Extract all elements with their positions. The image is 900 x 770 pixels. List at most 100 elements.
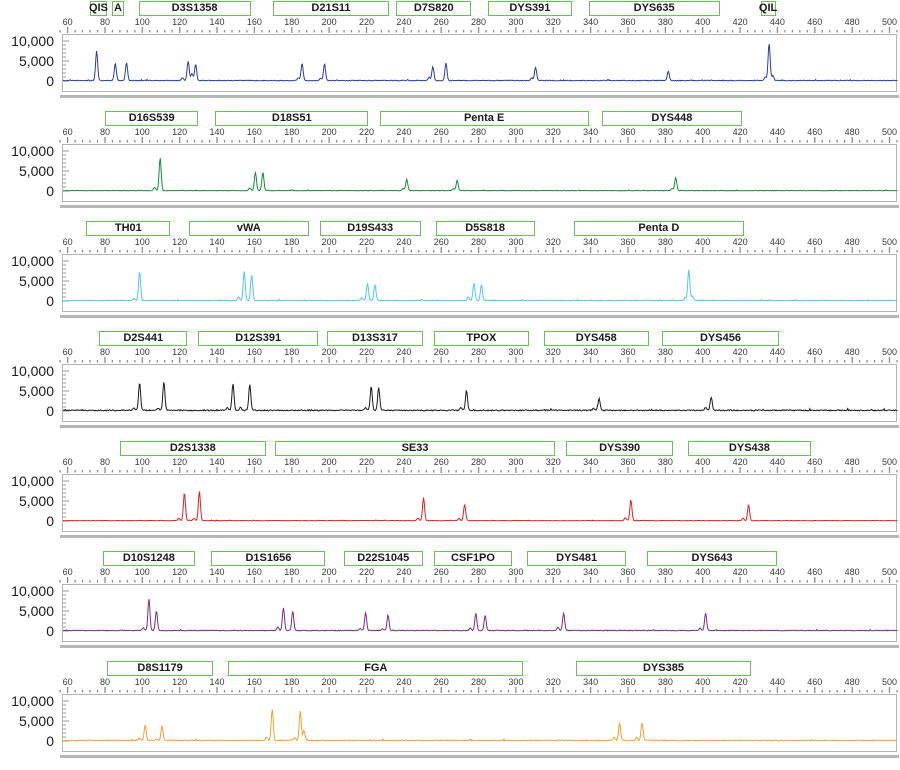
ruler-number: 200 (321, 127, 337, 137)
ruler-number: 400 (695, 127, 711, 137)
marker-box-d1s1656[interactable]: D1S1656 (211, 551, 326, 566)
marker-box-d10s1248[interactable]: D10S1248 (103, 551, 195, 566)
marker-box-dys456[interactable]: DYS456 (661, 331, 780, 346)
ruler-number: 380 (657, 347, 673, 357)
marker-box-dys643[interactable]: DYS643 (646, 551, 778, 566)
marker-label: DYS390 (599, 442, 641, 454)
ruler-number: 240 (396, 567, 412, 577)
ruler-number: 160 (246, 347, 262, 357)
marker-label: SE33 (401, 442, 429, 454)
y-axis-label: 0 (46, 623, 54, 639)
ruler-number: 340 (583, 17, 599, 27)
marker-box-penta-e[interactable]: Penta E (379, 111, 589, 126)
ruler-numbers: 60 80 100 120 140 160 180 200 220 240 260 280 300 320… (0, 677, 900, 687)
marker-box-csf1po[interactable]: CSF1PO (433, 551, 513, 566)
marker-label: QIL (758, 2, 778, 14)
marker-label: DYS448 (651, 112, 693, 124)
y-axis-label: 10,000 (11, 253, 54, 269)
ruler-number: 480 (844, 347, 860, 357)
marker-label: DYS391 (509, 2, 551, 14)
electropherogram-panel-blue: QIS A D3S1358 D21S11 D7S820 DYS391 DYS635 QIL 60… (0, 0, 900, 110)
marker-box-a[interactable]: A (112, 1, 124, 16)
marker-label: D19S433 (347, 222, 394, 234)
marker-box-se33[interactable]: SE33 (274, 441, 556, 456)
y-axis-label: 10,000 (11, 33, 54, 49)
ruler-number: 420 (732, 457, 748, 467)
plot-area-red[interactable] (62, 474, 898, 532)
marker-box-fga[interactable]: FGA (228, 661, 524, 676)
marker-label: D2S441 (123, 332, 164, 344)
ruler-number: 420 (732, 567, 748, 577)
marker-box-d18s51[interactable]: D18S51 (215, 111, 369, 126)
ruler-number: 100 (134, 677, 150, 687)
panel-underline (60, 755, 899, 758)
plot-area-green[interactable] (62, 144, 898, 202)
electropherogram-panel-purple: D10S1248 D1S1656 D22S1045 CSF1PO DYS481 DYS64… (0, 550, 900, 660)
marker-box-tpox[interactable]: TPOX (433, 331, 529, 346)
ruler-number: 300 (508, 457, 524, 467)
ruler-number: 460 (807, 457, 823, 467)
ruler-number: 400 (695, 567, 711, 577)
marker-box-d21s11[interactable]: D21S11 (273, 1, 389, 16)
marker-box-dys385[interactable]: DYS385 (575, 661, 752, 676)
marker-box-qis[interactable]: QIS (88, 1, 108, 16)
trace-svg (63, 40, 898, 82)
marker-label: D7S820 (413, 2, 454, 14)
marker-label: D5S818 (465, 222, 505, 234)
marker-box-d22s1045[interactable]: D22S1045 (344, 551, 423, 566)
ruler-number: 360 (620, 127, 636, 137)
ruler-number: 180 (284, 457, 300, 467)
marker-box-penta-d[interactable]: Penta D (573, 221, 744, 236)
marker-box-dys448[interactable]: DYS448 (601, 111, 742, 126)
ruler-number: 360 (620, 347, 636, 357)
plot-area-black[interactable] (62, 364, 898, 422)
panel-underline (60, 205, 899, 208)
marker-box-dys635[interactable]: DYS635 (588, 1, 720, 16)
ruler-number: 500 (882, 237, 898, 247)
marker-box-dys458[interactable]: DYS458 (543, 331, 649, 346)
marker-box-d12s391[interactable]: D12S391 (198, 331, 318, 346)
ruler-number: 200 (321, 677, 337, 687)
marker-box-dys390[interactable]: DYS390 (566, 441, 673, 456)
marker-box-d3s1358[interactable]: D3S1358 (138, 1, 251, 16)
plot-area-blue[interactable] (62, 34, 898, 92)
marker-box-d5s818[interactable]: D5S818 (435, 221, 535, 236)
marker-box-qil[interactable]: QIL (758, 1, 778, 16)
marker-label: QIS (88, 2, 108, 14)
y-axis-ticks (63, 40, 69, 82)
ruler-tick-strip (59, 27, 898, 33)
marker-box-dys391[interactable]: DYS391 (487, 1, 572, 16)
marker-box-th01[interactable]: TH01 (86, 221, 171, 236)
marker-label: DYS481 (556, 552, 598, 564)
ruler-number: 300 (508, 677, 524, 687)
marker-box-vwa[interactable]: vWA (189, 221, 309, 236)
marker-label: DYS635 (633, 2, 675, 14)
ruler-number: 260 (433, 347, 449, 357)
ruler-number: 320 (545, 347, 561, 357)
marker-box-d2s1338[interactable]: D2S1338 (119, 441, 266, 456)
marker-box-dys438[interactable]: DYS438 (687, 441, 812, 456)
ruler-number: 380 (657, 127, 673, 137)
plot-area-cyan[interactable] (62, 254, 898, 312)
ruler-numbers: 60 80 100 120 140 160 180 200 220 240 260 280 300 320… (0, 17, 900, 27)
ruler-number: 220 (358, 347, 374, 357)
ruler-number: 440 (769, 17, 785, 27)
ruler-number: 380 (657, 677, 673, 687)
ruler-number: 260 (433, 237, 449, 247)
marker-box-d16s539[interactable]: D16S539 (104, 111, 199, 126)
plot-area-orange[interactable] (62, 694, 898, 752)
plot-area-purple[interactable] (62, 584, 898, 642)
ruler-number: 160 (246, 237, 262, 247)
marker-box-d19s433[interactable]: D19S433 (319, 221, 421, 236)
marker-box-dys481[interactable]: DYS481 (527, 551, 627, 566)
ruler-tick-strip (59, 687, 898, 693)
marker-box-d8s1179[interactable]: D8S1179 (106, 661, 214, 676)
ruler-number: 160 (246, 567, 262, 577)
ruler-number: 340 (583, 567, 599, 577)
ruler-number: 380 (657, 567, 673, 577)
marker-box-d2s441[interactable]: D2S441 (99, 331, 188, 346)
marker-box-d7s820[interactable]: D7S820 (396, 1, 472, 16)
marker-box-d13s317[interactable]: D13S317 (327, 331, 423, 346)
ruler-number: 80 (99, 457, 110, 467)
